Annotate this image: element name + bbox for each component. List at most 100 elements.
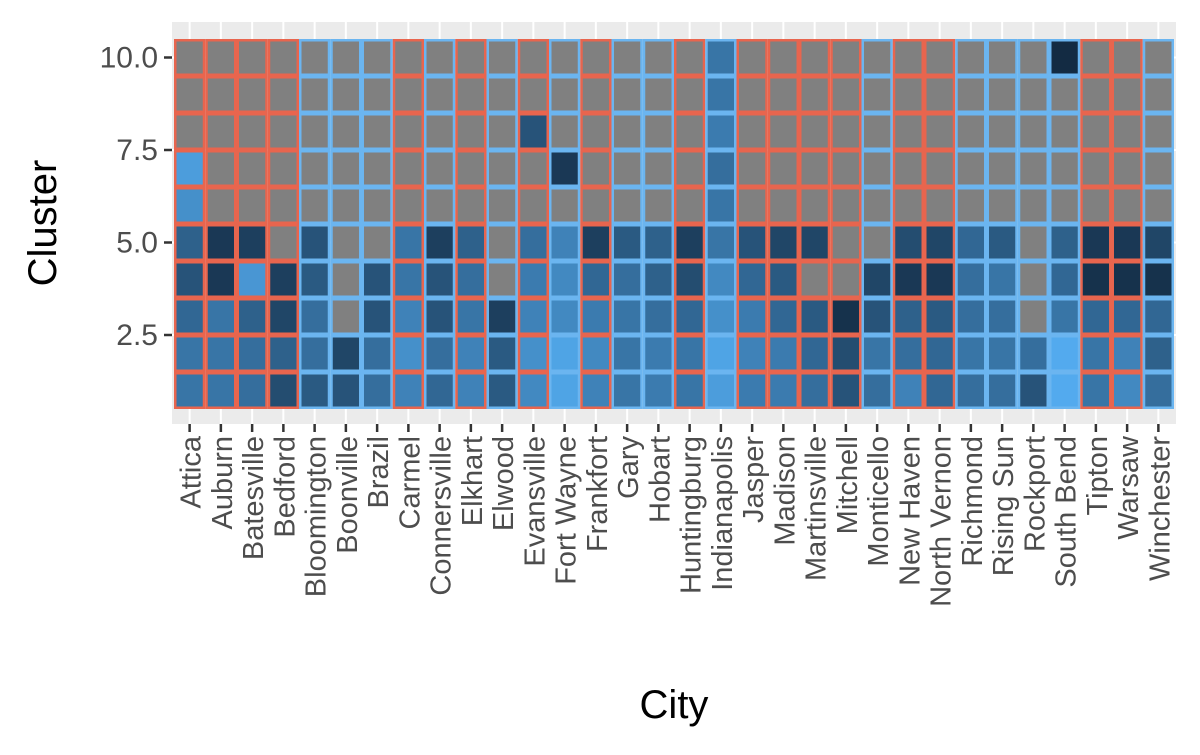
heatmap-tile	[705, 298, 737, 335]
y-tick-label: 5.0	[116, 227, 158, 260]
heatmap-tile	[799, 224, 831, 261]
heatmap-tile	[1111, 372, 1143, 409]
heatmap-tile	[986, 76, 1018, 113]
heatmap-tile	[611, 113, 643, 150]
heatmap-tile	[299, 39, 331, 76]
heatmap-tile	[674, 187, 706, 224]
heatmap-tile	[705, 372, 737, 409]
heatmap-tile	[1049, 224, 1081, 261]
heatmap-tile	[986, 372, 1018, 409]
heatmap-tile	[642, 187, 674, 224]
heatmap-tile	[580, 39, 612, 76]
x-tick-label: New Haven	[894, 436, 926, 586]
heatmap-tile	[330, 76, 362, 113]
heatmap-tile	[1049, 76, 1081, 113]
heatmap-tile	[205, 335, 237, 372]
heatmap-tile	[361, 224, 393, 261]
x-tick-label: Brazil	[363, 436, 395, 509]
heatmap-tile	[799, 150, 831, 187]
heatmap-tile	[861, 335, 893, 372]
heatmap-tile	[392, 187, 424, 224]
heatmap-tile	[236, 224, 268, 261]
heatmap-tile	[267, 261, 299, 298]
heatmap-tile	[424, 261, 456, 298]
heatmap-tile	[642, 335, 674, 372]
heatmap-tile	[330, 261, 362, 298]
heatmap-tile	[674, 150, 706, 187]
y-axis: 2.5 5.0 7.5 10.0	[100, 42, 172, 352]
x-tick-label: Attica	[176, 435, 208, 508]
heatmap-tile	[924, 113, 956, 150]
heatmap-tile	[611, 39, 643, 76]
heatmap-tile	[861, 150, 893, 187]
heatmap-tile	[1049, 261, 1081, 298]
heatmap-tile	[330, 335, 362, 372]
heatmap-tile	[1111, 224, 1143, 261]
x-tick-label: Hobart	[644, 436, 676, 523]
heatmap-tile	[892, 113, 924, 150]
heatmap-tile	[580, 76, 612, 113]
heatmap-tile	[611, 150, 643, 187]
x-tick-label: North Vernon	[926, 436, 958, 607]
heatmap-tile	[736, 76, 768, 113]
heatmap-tile	[736, 298, 768, 335]
heatmap-tile	[955, 372, 987, 409]
x-tick-label: Winchester	[1144, 436, 1176, 581]
heatmap-tile	[986, 113, 1018, 150]
heatmap-tile	[580, 298, 612, 335]
heatmap-tile	[799, 335, 831, 372]
x-axis: Attica Auburn Batesville Bedford Bloomington…	[176, 424, 1176, 607]
heatmap-tile	[611, 335, 643, 372]
heatmap-tile	[924, 261, 956, 298]
heatmap-tile	[174, 298, 206, 335]
x-tick-label: Gary	[613, 436, 645, 499]
heatmap-tile	[424, 150, 456, 187]
heatmap-tile	[424, 187, 456, 224]
heatmap-tile	[1049, 187, 1081, 224]
heatmap-tile	[361, 150, 393, 187]
heatmap-tile	[1080, 335, 1112, 372]
heatmap-tile	[205, 76, 237, 113]
heatmap-tile	[361, 39, 393, 76]
heatmap-tile	[174, 224, 206, 261]
heatmap-tile	[705, 335, 737, 372]
heatmap-tile	[580, 150, 612, 187]
heatmap-tile	[642, 76, 674, 113]
heatmap-tile	[299, 335, 331, 372]
heatmap-tile	[924, 39, 956, 76]
x-tick-label: Boonville	[332, 436, 364, 554]
heatmap-tile	[517, 335, 549, 372]
heatmap-tile	[424, 39, 456, 76]
heatmap-tile	[892, 261, 924, 298]
heatmap-tile	[330, 187, 362, 224]
heatmap-tile	[330, 39, 362, 76]
heatmap-tile	[580, 224, 612, 261]
heatmap-tile	[1080, 150, 1112, 187]
heatmap-tile	[517, 187, 549, 224]
x-tick-label: Rockport	[1019, 436, 1051, 552]
heatmap-tile	[392, 335, 424, 372]
heatmap-tile	[736, 113, 768, 150]
heatmap-tile	[549, 335, 581, 372]
heatmap-tile	[205, 150, 237, 187]
x-tick-label: Evansville	[519, 436, 551, 567]
heatmap-tile	[861, 113, 893, 150]
heatmap-tile	[611, 187, 643, 224]
heatmap-tile	[361, 187, 393, 224]
heatmap-tile	[955, 335, 987, 372]
heatmap-tile	[267, 372, 299, 409]
heatmap-tile	[892, 76, 924, 113]
heatmap-tile	[517, 372, 549, 409]
heatmap-tile	[611, 224, 643, 261]
heatmap-tile	[1111, 261, 1143, 298]
x-tick-label: Rising Sun	[988, 436, 1020, 576]
heatmap-tile	[267, 76, 299, 113]
heatmap-tile	[1142, 150, 1174, 187]
heatmap-tile	[642, 261, 674, 298]
x-tick-label: South Bend	[1051, 436, 1083, 588]
heatmap-tile	[955, 224, 987, 261]
heatmap-tile	[830, 76, 862, 113]
heatmap-tile	[549, 261, 581, 298]
heatmap-tile	[236, 39, 268, 76]
heatmap-tile	[799, 372, 831, 409]
